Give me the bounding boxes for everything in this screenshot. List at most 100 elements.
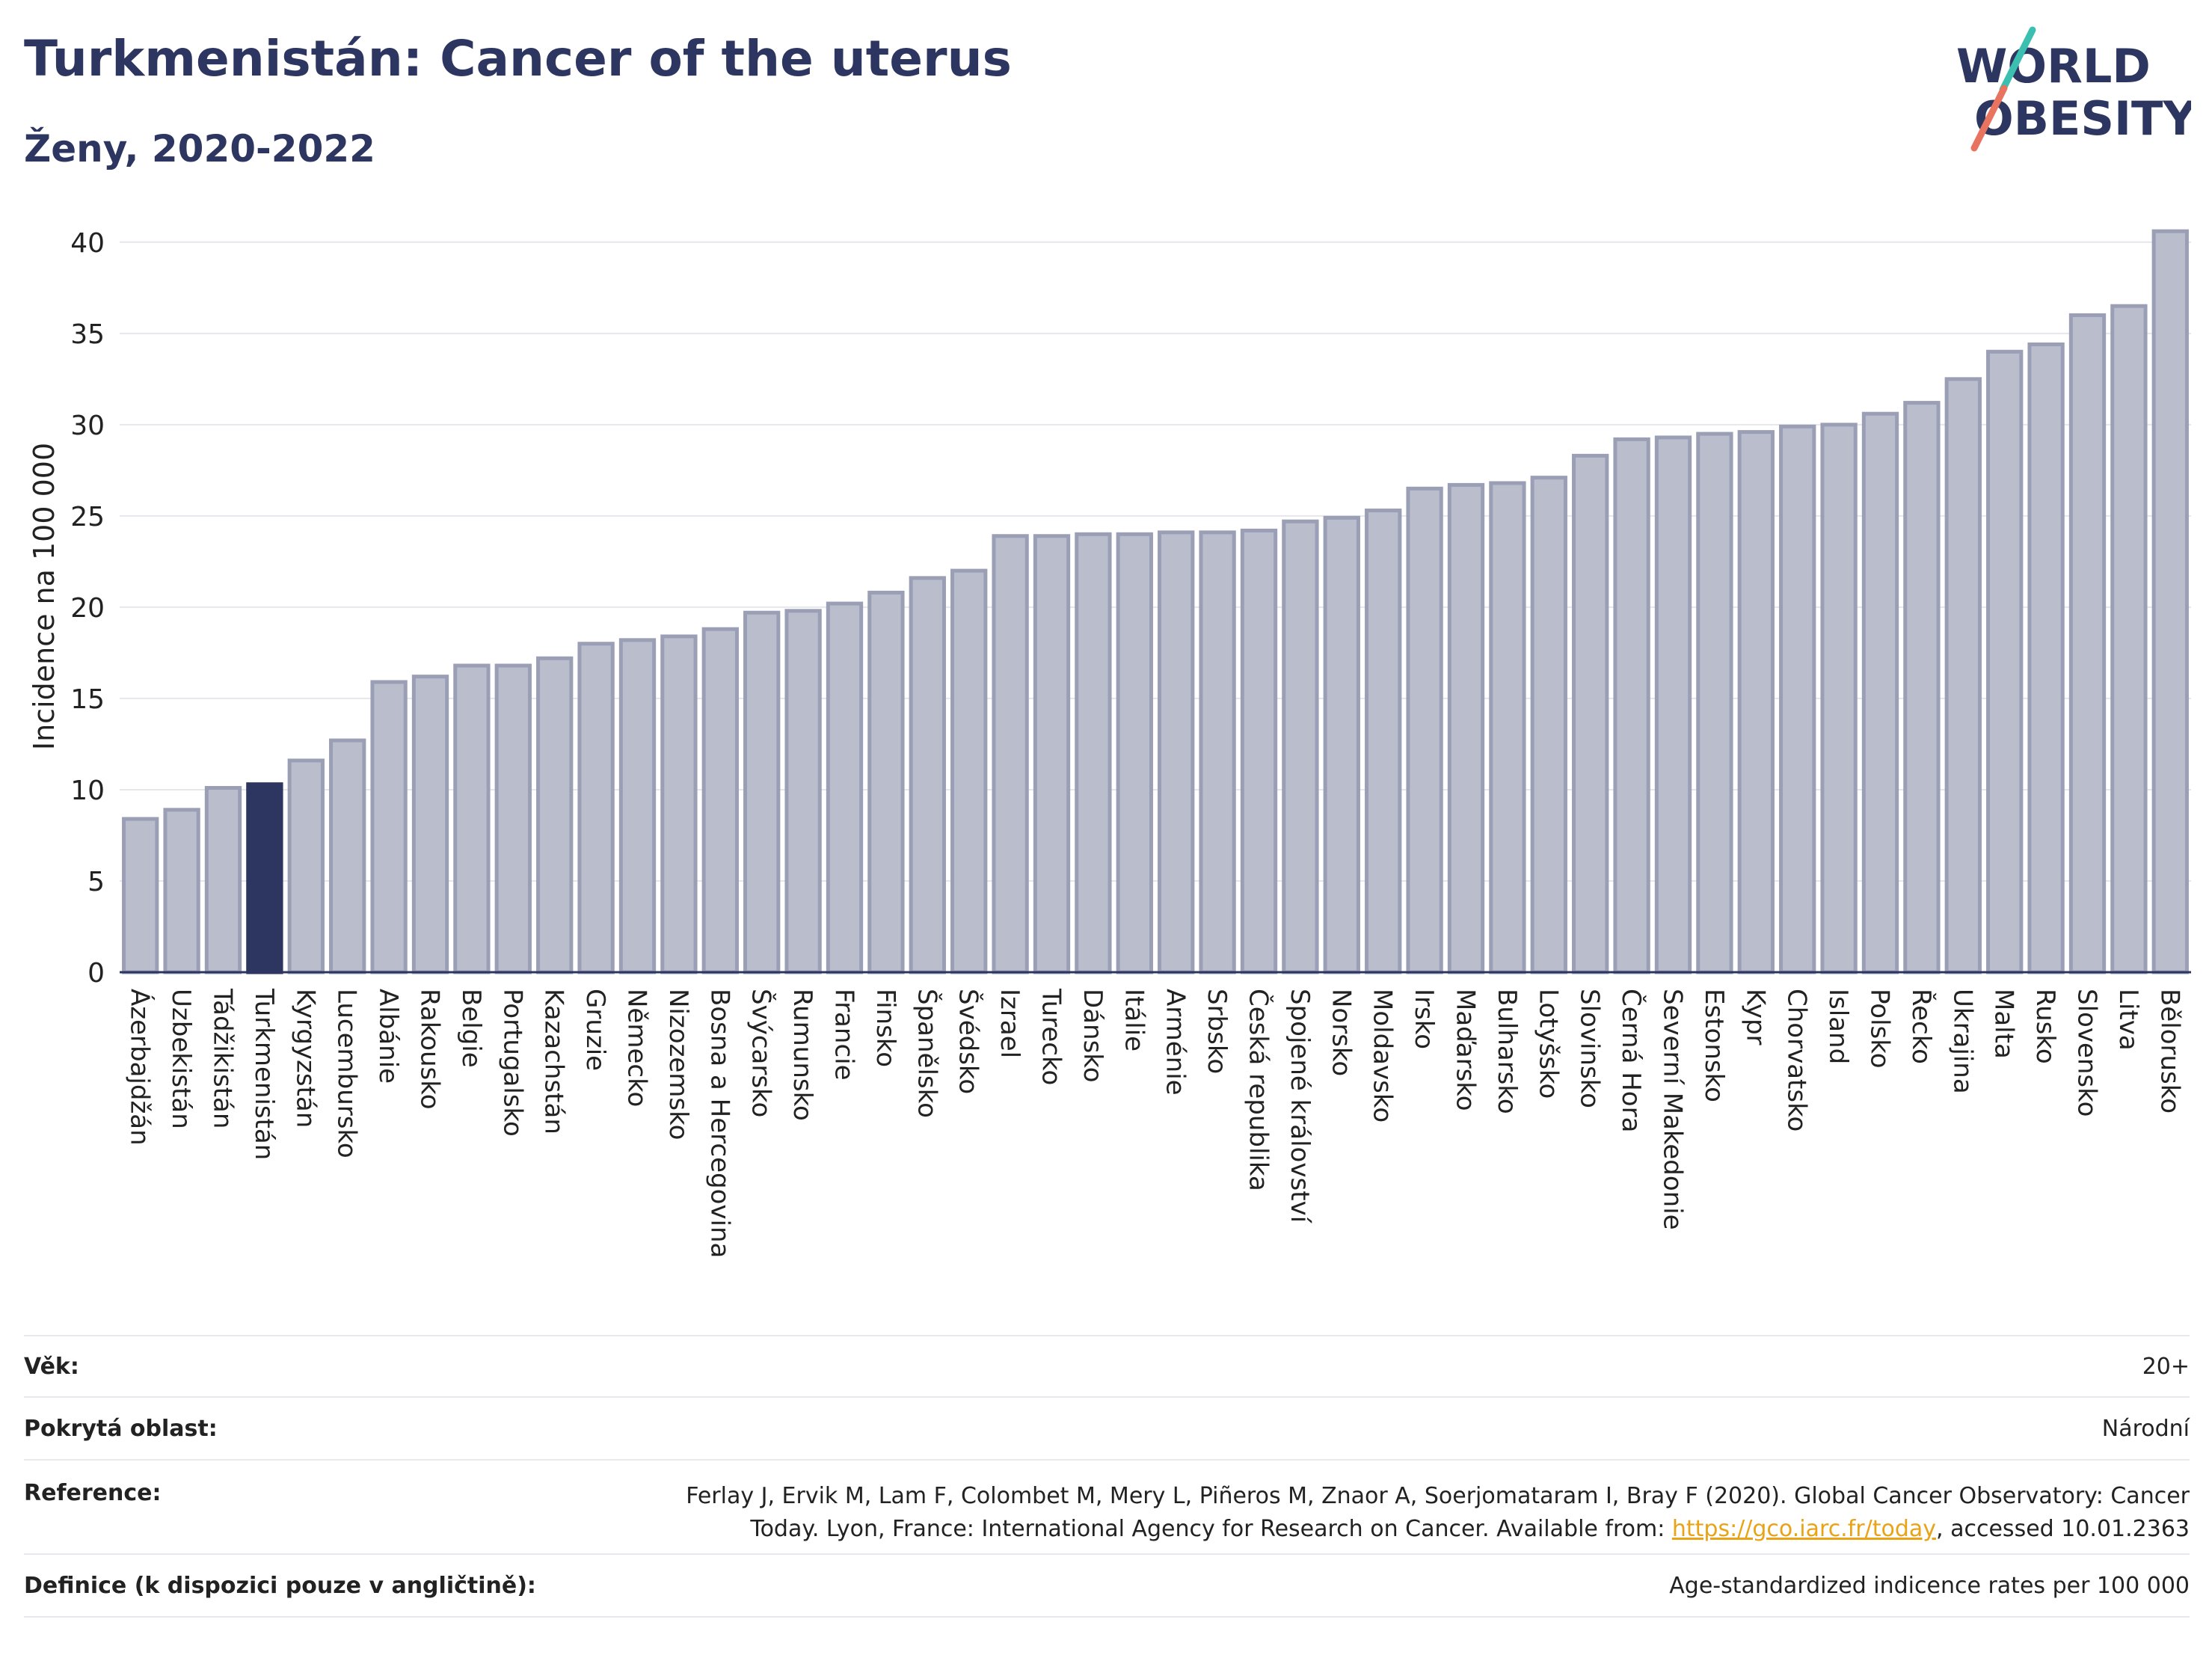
x-tick-label: Irsko	[1409, 989, 1439, 1049]
bar-chart: 0 5 10 15 20 25 30 35 40 Ázerbajdžán Uzbekistán Tá…	[28, 228, 2191, 1258]
x-tick-label: Bělorusko	[2154, 989, 2184, 1114]
bar-Dánsko	[1075, 532, 1112, 974]
x-tick-label: Kazachstán	[539, 989, 569, 1134]
bar-Bulharsko	[1489, 481, 1526, 974]
x-tick-label: Kypr	[1740, 989, 1770, 1045]
bar-Polsko	[1861, 411, 1899, 974]
bar-Německo	[618, 638, 657, 974]
bar-Bělorusko	[2151, 229, 2189, 974]
y-tick-label: 40	[70, 228, 105, 259]
bar-Estonsko	[1696, 432, 1733, 974]
x-tick-label: Malta	[1989, 989, 2019, 1059]
x-tick-label: Rakousko	[415, 989, 445, 1110]
bar-Nizozemsko	[660, 634, 698, 974]
x-tick-label: Španělsko	[912, 989, 942, 1118]
bar-Bosna a Hercegovina	[701, 627, 739, 974]
x-tick-label: Belgie	[456, 989, 486, 1068]
bar-Malta	[1986, 349, 2024, 974]
y-axis-ticks: 0 5 10 15 20 25 30 35 40	[70, 228, 105, 989]
x-tick-label: Švýcarsko	[746, 989, 777, 1117]
bar-Lucembursko	[329, 738, 366, 974]
bar-Černá Hora	[1613, 437, 1650, 974]
info-row-age: Věk: 20+	[24, 1335, 2190, 1396]
x-tick-label: Island	[1823, 989, 1853, 1064]
age-value: 20+	[2142, 1353, 2190, 1380]
x-tick-label: Řecko	[1906, 989, 1937, 1064]
x-tick-label: Norsko	[1326, 989, 1356, 1076]
bar-Kypr	[1737, 430, 1775, 974]
bar-Gruzie	[577, 642, 615, 974]
x-tick-label: Tádžikistán	[208, 988, 238, 1129]
reference-link[interactable]: https://gco.iarc.fr/today	[1671, 1516, 1937, 1542]
bar-Severní Makedonie	[1654, 435, 1692, 974]
info-row-area: Pokrytá oblast: Národní	[24, 1396, 2190, 1459]
y-tick-label: 5	[87, 867, 105, 897]
x-tick-label: Turecko	[1036, 988, 1066, 1085]
definition-label: Definice (k dispozici pouze v angličtině…	[24, 1572, 536, 1599]
x-tick-label: Švédsko	[953, 989, 984, 1094]
x-tick-label: Chorvatsko	[1782, 989, 1812, 1132]
bar-Francie	[826, 601, 864, 974]
logo-slash-teal	[1999, 26, 2036, 93]
x-tick-label: Arménie	[1161, 989, 1191, 1096]
bar-Slovensko	[2068, 313, 2107, 974]
x-tick-label: Polsko	[1865, 989, 1895, 1069]
bar-Srbsko	[1199, 530, 1236, 974]
bar-Lotyšsko	[1530, 476, 1567, 974]
x-tick-label: Finsko	[870, 989, 900, 1067]
x-tick-label: Kyrgyzstán	[290, 989, 320, 1128]
x-tick-label: Slovinsko	[1575, 989, 1605, 1108]
bar-Slovinsko	[1572, 453, 1609, 974]
bar-Albánie	[370, 680, 408, 974]
x-tick-label: Uzbekistán	[166, 989, 196, 1129]
y-tick-label: 25	[70, 502, 105, 532]
y-tick-label: 30	[70, 411, 105, 441]
x-tick-label: Turkmenistán	[249, 988, 279, 1160]
reference-accessed: , accessed 10.01.2363	[1936, 1516, 2190, 1542]
bar-Litva	[2110, 304, 2148, 974]
bar-Česká republika	[1240, 528, 1278, 974]
x-tick-label: Slovensko	[2072, 989, 2102, 1117]
bar-Uzbekistán	[163, 808, 200, 974]
bar-Finsko	[867, 590, 905, 974]
bar-Tádžikistán	[204, 786, 242, 974]
x-tick-label: Lotyšsko	[1533, 989, 1563, 1099]
area-value: Národní	[2101, 1415, 2190, 1442]
bar-Irsko	[1406, 486, 1443, 974]
bar-Španělsko	[909, 576, 946, 974]
y-tick-label: 0	[87, 958, 105, 989]
bar-Belgie	[453, 663, 491, 974]
x-tick-label: Maďarsko	[1451, 989, 1481, 1111]
x-tick-label: Severní Makedonie	[1658, 989, 1688, 1230]
x-tick-label: Izrael	[995, 989, 1024, 1058]
y-axis-label: Incidence na 100 000	[28, 443, 61, 750]
age-label: Věk:	[24, 1353, 79, 1380]
logo-slash-coral	[1970, 85, 2008, 152]
bar-Rusko	[2027, 342, 2065, 974]
x-tick-label: Černá Hora	[1616, 989, 1647, 1132]
x-tick-label: Bulharsko	[1492, 989, 1522, 1114]
bar-Ázerbajdžán	[122, 817, 159, 974]
reference-text: Ferlay J, Ervik M, Lam F, Colombet M, Me…	[686, 1483, 2190, 1542]
y-tick-label: 10	[70, 776, 105, 806]
x-tick-label: Rusko	[2030, 989, 2060, 1064]
x-tick-label: Rumunsko	[787, 989, 817, 1121]
bar-Rakousko	[411, 675, 449, 974]
reference-label: Reference:	[24, 1480, 162, 1506]
bar-Turecko	[1033, 534, 1071, 974]
bar-Ukrajina	[1944, 377, 1982, 974]
bar-Spojené království	[1282, 519, 1319, 974]
bar-Rumunsko	[784, 609, 822, 974]
bar-Arménie	[1158, 530, 1195, 974]
bar-Švédsko	[950, 568, 988, 974]
x-tick-label: Albánie	[373, 989, 403, 1084]
bar-Moldavsko	[1365, 509, 1402, 974]
definition-value: Age-standardized indicence rates per 100…	[1669, 1572, 2190, 1599]
bar-Izrael	[992, 534, 1029, 974]
x-axis-labels: Ázerbajdžán Uzbekistán Tádžikistán Turkmeni…	[125, 988, 2185, 1258]
chart-title: Turkmenistán: Cancer of the uterus	[24, 30, 1012, 87]
x-tick-label: Dánsko	[1078, 989, 1107, 1083]
logo-line1: WORLD	[1956, 39, 2151, 93]
x-tick-label: Portugalsko	[497, 989, 527, 1137]
bar-Kazachstán	[536, 656, 574, 974]
